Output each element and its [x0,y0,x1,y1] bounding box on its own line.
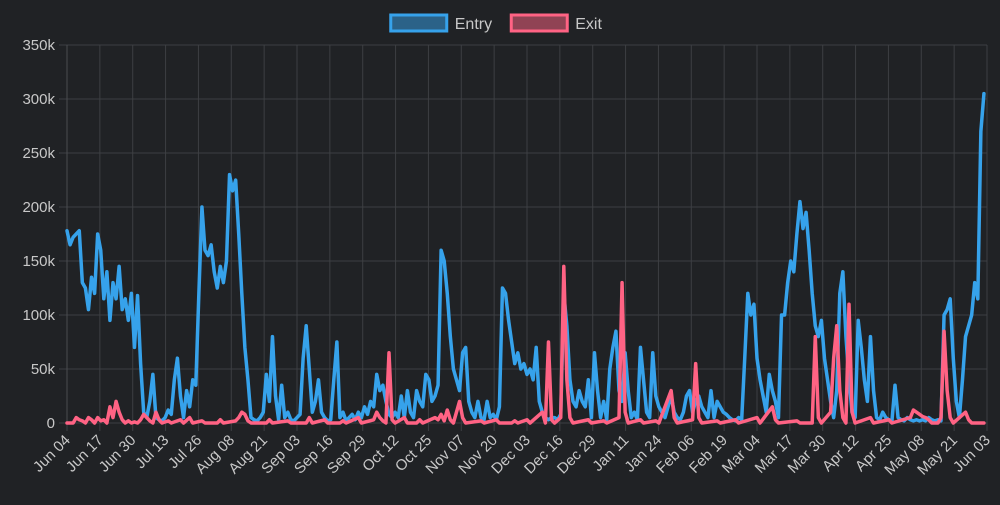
legend[interactable]: Entry Exit [389,13,603,33]
legend-swatch [389,13,449,33]
y-tick-label: 200k [22,199,55,216]
x-tick-label: Jun 30 [96,432,140,476]
y-tick-label: 0 [47,415,55,432]
legend-item-entry[interactable]: Entry [389,13,492,33]
legend-swatch [509,13,569,33]
y-tick-label: 250k [22,145,55,162]
y-tick-label: 150k [22,253,55,270]
y-tick-label: 100k [22,307,55,324]
legend-label: Entry [455,16,492,33]
x-tick-label: Jun 03 [950,432,994,476]
series-line-exit [65,264,986,425]
x-tick-label: Apr 12 [819,432,862,475]
series-lines [65,91,986,425]
grid [59,44,988,431]
legend-item-exit[interactable]: Exit [509,13,602,33]
x-tick-label: Jul 13 [132,432,172,472]
y-tick-label: 350k [22,37,55,54]
y-tick-label: 300k [22,91,55,108]
y-axis-ticks: 0 50k 100k 150k 200k 250k 300k 350k [22,37,55,432]
x-tick-label: Oct 12 [359,432,402,475]
legend-label: Exit [575,16,602,33]
y-tick-label: 50k [31,361,56,378]
